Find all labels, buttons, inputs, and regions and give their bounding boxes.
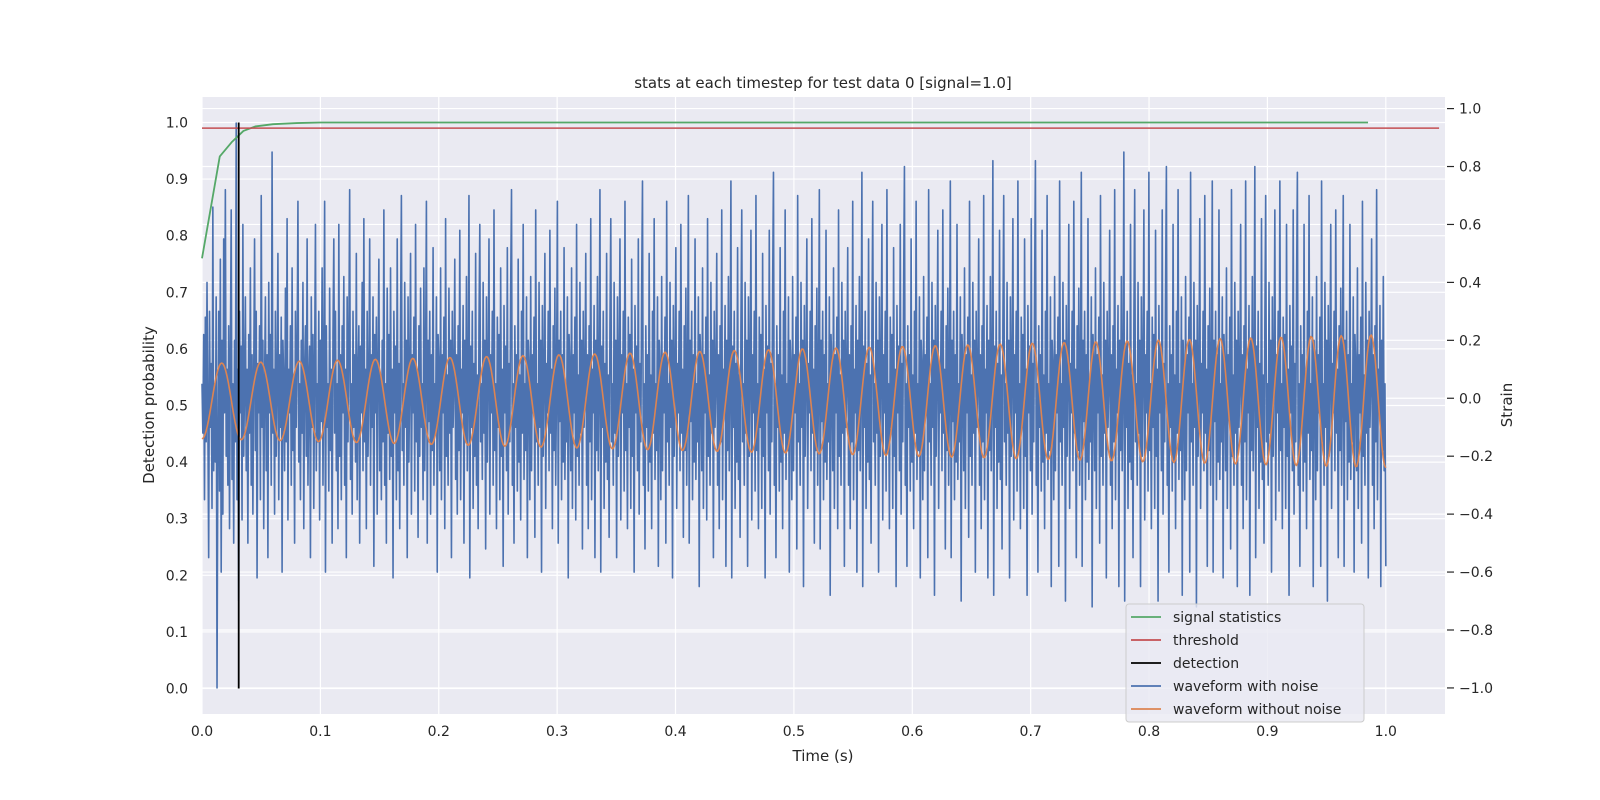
y-tick-label: 0.9 <box>166 172 188 188</box>
left-axis-ticks: 0.0 0.1 0.2 0.3 0.4 0.5 0.6 0.7 0.8 0.9 1.0 <box>166 115 188 697</box>
y-tick-label: 0.7 <box>166 285 188 301</box>
y2-tick-label: 0.8 <box>1459 160 1481 176</box>
y2-tick-label: −0.4 <box>1459 507 1493 523</box>
x-axis-label: Time (s) <box>792 747 854 765</box>
legend-label-waveform-with-noise: waveform with noise <box>1173 679 1318 695</box>
legend-label-threshold: threshold <box>1173 633 1239 649</box>
y-tick-label: 0.4 <box>166 455 188 471</box>
x-tick-label: 0.0 <box>191 724 213 740</box>
x-tick-label: 0.1 <box>309 724 331 740</box>
y-tick-label: 0.6 <box>166 342 188 358</box>
x-tick-label: 0.8 <box>1138 724 1160 740</box>
legend-label-waveform-without-noise: waveform without noise <box>1173 702 1341 718</box>
y2-tick-label: −0.6 <box>1459 565 1493 581</box>
y2-tick-label: −0.8 <box>1459 623 1493 639</box>
y-tick-label: 0.5 <box>166 399 188 415</box>
x-tick-label: 0.9 <box>1256 724 1278 740</box>
legend-box <box>1125 603 1365 723</box>
y-tick-label: 0.1 <box>166 625 188 641</box>
y2-tick-label: 0.4 <box>1459 275 1481 291</box>
bottom-axis-ticks: 0.0 0.1 0.2 0.3 0.4 0.5 0.6 0.7 0.8 0.9 1.0 <box>191 724 1397 740</box>
y-tick-label: 0.3 <box>166 512 188 528</box>
y2-tick-label: 0.6 <box>1459 217 1481 233</box>
series-waveform-without-noise <box>201 334 1387 469</box>
y-tick-label: 0.0 <box>166 682 188 698</box>
y-tick-label: 0.2 <box>166 568 188 584</box>
series-layer <box>201 121 1440 689</box>
y2-tick-label: 1.0 <box>1459 102 1481 118</box>
right-axis-ticks: −1.0 −0.8 −0.6 −0.4 −0.2 0.0 0.2 0.4 0.6 0.8 1.0 <box>1447 102 1493 697</box>
y-axis-label: Detection probability <box>140 326 158 484</box>
y2-tick-label: 0.0 <box>1459 391 1481 407</box>
series-waveform-with-noise <box>201 122 1387 689</box>
x-tick-label: 1.0 <box>1375 724 1397 740</box>
legend-label-signal-statistics: signal statistics <box>1173 610 1281 626</box>
y2-axis-label: Strain <box>1498 383 1516 427</box>
series-signal-statistics <box>201 121 1369 259</box>
y-tick-label: 1.0 <box>166 115 188 131</box>
y2-tick-label: 0.2 <box>1459 333 1481 349</box>
y2-tick-label: −0.2 <box>1459 449 1493 465</box>
x-tick-label: 0.7 <box>1020 724 1042 740</box>
chart-title: stats at each timestep for test data 0 [… <box>634 74 1012 92</box>
x-tick-label: 0.3 <box>546 724 568 740</box>
x-tick-label: 0.5 <box>783 724 805 740</box>
legend: signal statistics threshold detection wa… <box>1125 603 1365 723</box>
y-tick-label: 0.8 <box>166 229 188 245</box>
x-tick-label: 0.6 <box>901 724 923 740</box>
y2-tick-label: −1.0 <box>1459 681 1493 697</box>
x-tick-label: 0.4 <box>664 724 686 740</box>
legend-label-detection: detection <box>1173 656 1239 672</box>
x-tick-label: 0.2 <box>428 724 450 740</box>
